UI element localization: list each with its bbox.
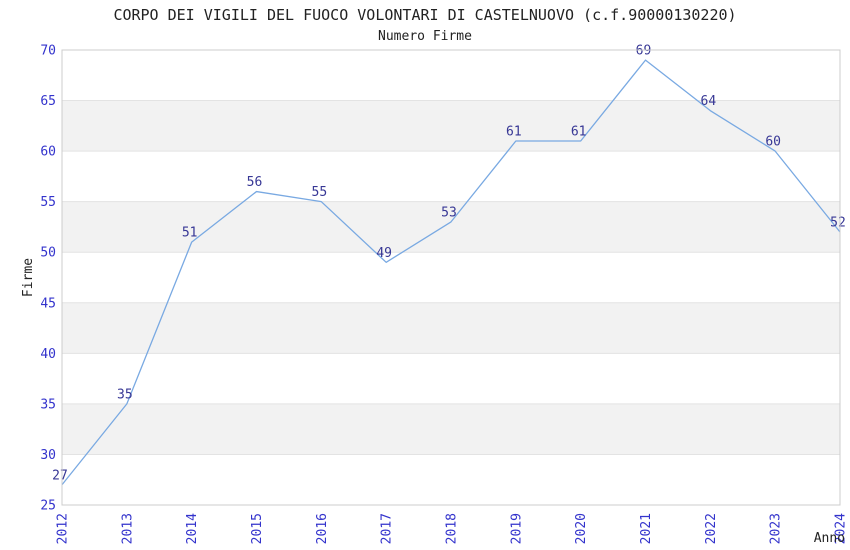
x-tick-label: 2012 <box>56 513 71 544</box>
grid-band <box>62 100 840 152</box>
point-label: 27 <box>52 468 68 483</box>
y-tick-label: 25 <box>40 499 56 514</box>
x-tick-label: 2018 <box>445 513 460 544</box>
x-tick-label: 2014 <box>185 513 200 544</box>
plot-area: 27 35 51 56 55 49 53 61 61 69 64 60 52 25 30 35 40 45 50 55… <box>40 44 848 545</box>
point-label: 56 <box>247 175 263 190</box>
point-label: 69 <box>636 44 652 59</box>
x-tick-label: 2023 <box>769 513 784 544</box>
grid-band <box>62 403 840 455</box>
y-tick-label: 40 <box>40 347 56 362</box>
point-label: 49 <box>376 246 392 261</box>
x-axis-title: Anno <box>814 531 845 546</box>
x-tick-label: 2016 <box>315 513 330 544</box>
y-tick-label: 35 <box>40 397 56 412</box>
point-label: 51 <box>182 226 198 241</box>
x-tick-label: 2024 <box>834 513 849 544</box>
point-label: 52 <box>830 216 846 231</box>
point-label: 64 <box>701 94 717 109</box>
x-tick-label: 2013 <box>120 513 135 544</box>
y-tick-label: 50 <box>40 246 56 261</box>
y-tick-label: 30 <box>40 448 56 463</box>
plot-border <box>61 49 841 506</box>
x-tick-label: 2020 <box>574 513 589 544</box>
y-tick-label: 55 <box>40 195 56 210</box>
y-tick-label: 45 <box>40 296 56 311</box>
point-label: 61 <box>506 125 522 140</box>
y-tick-label: 60 <box>40 145 56 160</box>
grid-band <box>62 302 840 354</box>
x-tick-label: 2015 <box>250 513 265 544</box>
point-label: 60 <box>765 135 781 150</box>
x-tick-label: 2019 <box>509 513 524 544</box>
point-label: 55 <box>312 185 328 200</box>
point-label: 61 <box>571 125 587 140</box>
x-tick-label: 2022 <box>704 513 719 544</box>
y-tick-label: 65 <box>40 94 56 109</box>
chart-subtitle: Numero Firme <box>378 29 472 44</box>
point-label: 53 <box>441 205 457 220</box>
y-tick-label: 70 <box>40 44 56 59</box>
chart-title: CORPO DEI VIGILI DEL FUOCO VOLONTARI DI … <box>113 6 736 24</box>
y-axis-title: Firme <box>21 258 36 297</box>
x-tick-label: 2021 <box>639 513 654 544</box>
data-line <box>61 59 841 486</box>
point-label: 35 <box>117 387 133 402</box>
x-tick-label: 2017 <box>380 513 395 544</box>
